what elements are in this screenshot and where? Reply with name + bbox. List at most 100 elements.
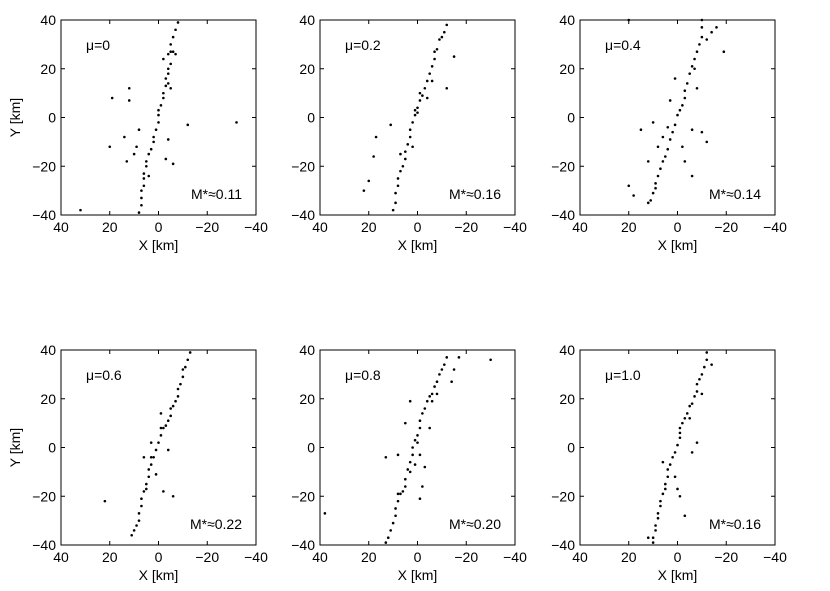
data-point bbox=[399, 492, 402, 496]
data-point bbox=[445, 356, 449, 359]
data-point bbox=[690, 65, 694, 68]
subplot-5: 40 40 20 20 0 0 −20 −20 −40 −40 X [km] μ=0.8 M*≈0.20 bbox=[291, 342, 527, 583]
data-point bbox=[438, 38, 441, 41]
mu-annotation: μ=0.2 bbox=[345, 37, 381, 53]
data-point bbox=[673, 451, 677, 454]
data-point bbox=[394, 514, 397, 518]
data-point bbox=[171, 494, 175, 498]
data-point bbox=[428, 426, 431, 430]
scatter-points bbox=[627, 18, 726, 205]
x-tick-label: −40 bbox=[763, 549, 787, 565]
data-point bbox=[169, 414, 172, 418]
data-point bbox=[452, 55, 456, 58]
data-point bbox=[695, 86, 699, 90]
data-point bbox=[396, 492, 400, 496]
x-tick-label: 20 bbox=[102, 549, 118, 565]
data-point bbox=[418, 99, 422, 102]
data-point bbox=[430, 392, 434, 396]
data-point bbox=[428, 72, 431, 75]
data-point bbox=[418, 453, 422, 457]
data-point bbox=[164, 424, 168, 427]
y-tick-label: −40 bbox=[32, 537, 56, 553]
data-point bbox=[142, 172, 146, 175]
data-point bbox=[685, 412, 689, 415]
data-point bbox=[132, 152, 136, 156]
x-tick-label: 0 bbox=[674, 219, 682, 235]
data-point bbox=[149, 463, 153, 466]
data-point bbox=[396, 499, 400, 503]
x-tick-label: 0 bbox=[414, 549, 422, 565]
y-tick-label: 20 bbox=[559, 391, 575, 407]
data-point bbox=[145, 160, 148, 163]
data-point bbox=[421, 412, 424, 415]
data-point bbox=[671, 455, 674, 459]
mu-annotation: μ=0.6 bbox=[86, 367, 122, 383]
data-point bbox=[176, 21, 180, 24]
data-point bbox=[681, 104, 684, 107]
data-point bbox=[166, 138, 170, 141]
data-point bbox=[418, 426, 422, 430]
data-point bbox=[162, 91, 165, 95]
data-point bbox=[685, 82, 689, 85]
x-tick-label: −40 bbox=[763, 219, 787, 235]
data-point bbox=[137, 211, 141, 214]
x-tick-label: 40 bbox=[312, 219, 328, 235]
data-point bbox=[159, 412, 163, 415]
data-point bbox=[430, 65, 434, 68]
data-point bbox=[154, 448, 158, 452]
y-tick-label: −40 bbox=[551, 207, 575, 223]
data-point bbox=[651, 191, 655, 195]
data-point bbox=[176, 387, 180, 391]
data-point bbox=[688, 72, 691, 75]
data-point bbox=[142, 184, 146, 188]
data-point bbox=[142, 490, 146, 493]
data-point bbox=[676, 487, 679, 491]
data-point bbox=[683, 89, 687, 92]
y-tick-label: 0 bbox=[567, 110, 575, 126]
x-tick-label: −40 bbox=[244, 549, 268, 565]
y-tick-label: −20 bbox=[551, 158, 575, 174]
data-point bbox=[651, 121, 655, 124]
data-point bbox=[108, 145, 112, 149]
data-point bbox=[399, 152, 402, 156]
data-point bbox=[722, 50, 726, 53]
data-point bbox=[186, 123, 190, 127]
data-point bbox=[416, 434, 419, 437]
data-point bbox=[710, 363, 713, 366]
data-point bbox=[142, 177, 146, 180]
data-point bbox=[186, 358, 190, 362]
data-point bbox=[678, 426, 682, 430]
y-tick-label: 40 bbox=[299, 342, 315, 358]
data-point bbox=[188, 351, 192, 354]
x-tick-label: 40 bbox=[572, 549, 588, 565]
data-point bbox=[666, 468, 670, 471]
y-tick-label: −40 bbox=[551, 537, 575, 553]
x-axis-label: X [km] bbox=[658, 567, 698, 583]
data-point bbox=[681, 421, 684, 425]
data-point bbox=[423, 86, 427, 90]
data-point bbox=[710, 30, 713, 34]
data-point bbox=[678, 108, 682, 112]
subplot-4: 40 40 20 20 0 0 −20 −20 −40 −40 X [km] Y [km] μ=0.6 M… bbox=[7, 342, 268, 583]
data-point bbox=[700, 373, 704, 376]
data-point bbox=[408, 460, 412, 464]
data-point bbox=[413, 463, 417, 466]
data-point bbox=[443, 363, 446, 366]
magnitude-annotation: M*≈0.16 bbox=[449, 186, 501, 202]
x-tick-label: 20 bbox=[102, 219, 118, 235]
data-point bbox=[140, 203, 143, 207]
x-tick-label: −20 bbox=[714, 549, 738, 565]
data-point bbox=[362, 189, 366, 192]
data-point bbox=[705, 140, 709, 144]
data-point bbox=[127, 86, 131, 90]
plot-frame bbox=[319, 349, 516, 546]
plot-frame bbox=[579, 19, 776, 216]
plot-frame bbox=[579, 349, 776, 546]
subplot-3: 40 40 20 20 0 0 −20 −20 −40 −40 X [km] μ=0.4 M*≈0.14 bbox=[551, 12, 787, 253]
data-point bbox=[688, 416, 691, 420]
data-point bbox=[646, 201, 650, 205]
y-tick-label: 40 bbox=[299, 12, 315, 28]
data-point bbox=[169, 62, 172, 66]
data-point bbox=[367, 179, 371, 183]
x-tick-label: 40 bbox=[53, 219, 69, 235]
